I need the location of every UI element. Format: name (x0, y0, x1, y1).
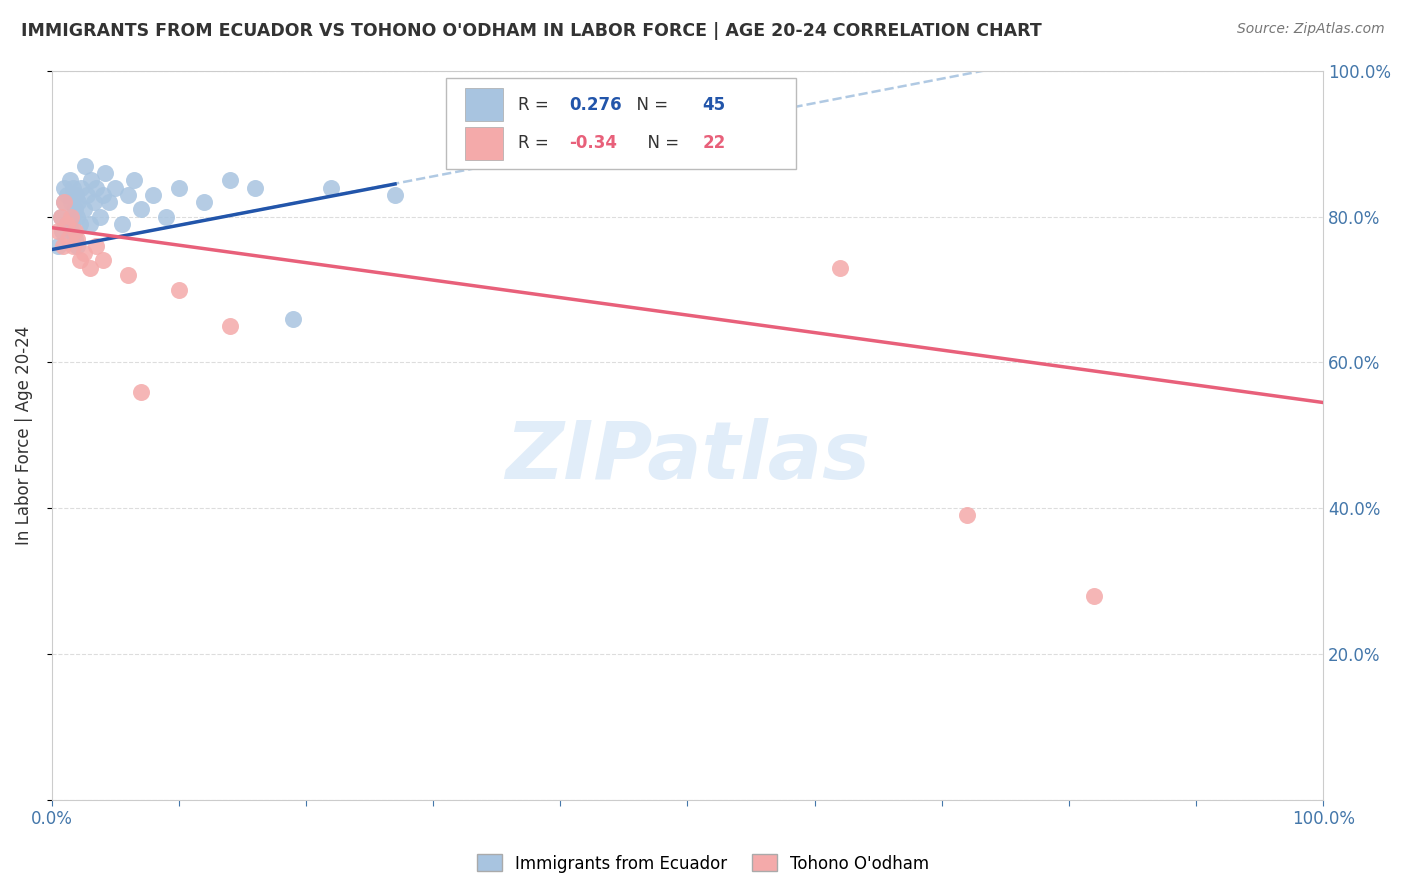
Point (79, 217, 101, 231)
Text: Source: ZipAtlas.com: Source: ZipAtlas.com (1237, 22, 1385, 37)
Point (59, 195, 82, 210)
Point (58, 231, 80, 245)
Point (56, 217, 79, 231)
Point (97, 195, 120, 210)
Point (89, 210, 111, 224)
Point (70, 180, 93, 194)
Point (51, 224, 73, 238)
Point (117, 187, 139, 202)
Point (167, 180, 190, 194)
Point (111, 217, 134, 231)
Point (83, 195, 105, 210)
Point (142, 187, 165, 202)
Point (63, 231, 86, 245)
Point (49, 210, 72, 224)
Point (56, 217, 79, 231)
Point (124, 173, 146, 187)
Point (58, 173, 80, 187)
Point (91, 253, 114, 268)
Point (59, 210, 82, 224)
Text: R =: R = (519, 95, 554, 113)
Point (62, 180, 84, 194)
Point (828, 260, 851, 275)
Point (321, 180, 343, 194)
Point (72, 202, 94, 217)
Point (60, 210, 83, 224)
Point (46, 224, 69, 238)
Point (84, 180, 107, 194)
Point (69, 217, 91, 231)
Point (59, 224, 82, 238)
Text: -0.34: -0.34 (569, 134, 617, 153)
Point (53, 180, 76, 194)
Point (66, 231, 89, 245)
Point (956, 508, 979, 523)
Point (167, 283, 190, 297)
Point (243, 180, 266, 194)
Point (62, 239, 84, 253)
Point (67, 195, 90, 210)
Point (193, 195, 215, 210)
Text: N =: N = (637, 134, 683, 153)
Point (63, 224, 86, 238)
Point (53, 195, 76, 210)
Point (104, 180, 127, 194)
Point (84, 239, 107, 253)
Point (384, 187, 406, 202)
Point (69, 253, 91, 268)
Text: 45: 45 (703, 95, 725, 113)
Point (155, 210, 177, 224)
Point (117, 268, 139, 282)
Text: IMMIGRANTS FROM ECUADOR VS TOHONO O'ODHAM IN LABOR FORCE | AGE 20-24 CORRELATION: IMMIGRANTS FROM ECUADOR VS TOHONO O'ODHA… (21, 22, 1042, 40)
Point (53, 195, 76, 210)
Bar (465, 127, 503, 160)
Point (72, 246, 94, 260)
Point (218, 173, 240, 187)
Bar (465, 88, 503, 121)
Point (80, 173, 103, 187)
Point (91, 187, 114, 202)
Point (129, 384, 152, 399)
Text: 0.276: 0.276 (569, 95, 621, 113)
Point (94, 166, 117, 180)
Point (52, 239, 75, 253)
Point (1083, 589, 1105, 603)
Text: 22: 22 (703, 134, 725, 153)
Point (66, 239, 89, 253)
Point (76, 187, 98, 202)
Point (79, 260, 101, 275)
Point (46, 239, 69, 253)
Point (283, 311, 305, 326)
Y-axis label: In Labor Force | Age 20-24: In Labor Force | Age 20-24 (15, 326, 32, 545)
Point (218, 318, 240, 333)
Text: ZIPatlas: ZIPatlas (505, 418, 870, 496)
Point (65, 187, 87, 202)
Point (49, 210, 72, 224)
Point (63, 202, 86, 217)
Point (56, 187, 79, 202)
Point (66, 210, 89, 224)
Point (73, 159, 96, 173)
FancyBboxPatch shape (446, 78, 796, 169)
Point (129, 202, 152, 217)
Text: N =: N = (627, 95, 673, 113)
Legend: Immigrants from Ecuador, Tohono O'odham: Immigrants from Ecuador, Tohono O'odham (470, 847, 936, 880)
Text: R =: R = (519, 134, 554, 153)
